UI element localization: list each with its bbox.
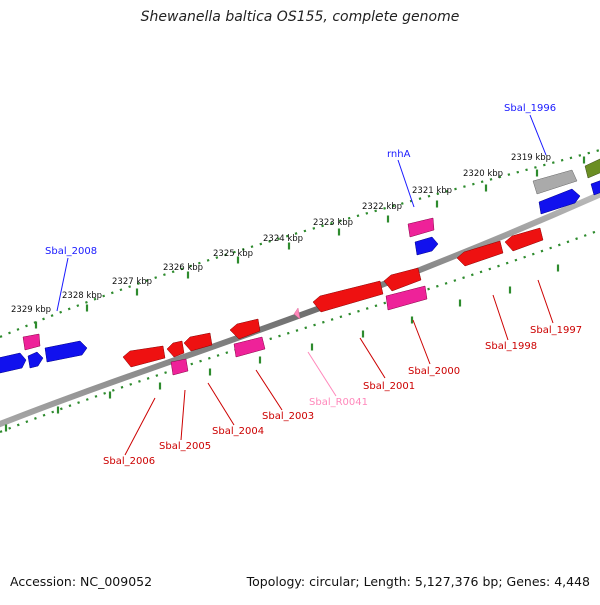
cds-feature[interactable] bbox=[229, 318, 261, 340]
gene-label[interactable]: Sbal_2008 bbox=[45, 246, 97, 257]
cds-feature[interactable] bbox=[166, 340, 185, 358]
accession-label: Accession: NC_009052 bbox=[10, 574, 153, 589]
leader-line bbox=[56, 257, 69, 312]
leader-line bbox=[124, 397, 156, 456]
leader-line bbox=[412, 319, 431, 365]
leader-line bbox=[397, 159, 415, 208]
gene-label[interactable]: Sbal_2000 bbox=[408, 366, 460, 377]
cds-feature[interactable] bbox=[385, 285, 428, 311]
ruler-label: 2323 kbp bbox=[313, 218, 353, 228]
leader-line bbox=[207, 382, 235, 426]
gene-label[interactable]: Sbal_1998 bbox=[485, 341, 537, 352]
features-upper-strand bbox=[0, 158, 600, 374]
gene-label[interactable]: Sbal_2005 bbox=[159, 441, 211, 452]
ruler-major-ticks bbox=[4, 156, 586, 432]
cds-feature[interactable] bbox=[504, 227, 544, 252]
cds-feature[interactable] bbox=[22, 333, 41, 351]
ruler-lower-track bbox=[0, 228, 600, 434]
gene-label[interactable]: Sbal_1996 bbox=[504, 103, 556, 114]
cds-feature[interactable] bbox=[414, 236, 439, 256]
gene-label[interactable]: rnhA bbox=[387, 149, 411, 160]
gene-label[interactable]: Sbal_1997 bbox=[530, 325, 582, 336]
leader-line bbox=[537, 279, 554, 324]
cds-feature[interactable] bbox=[44, 340, 88, 363]
ruler-label: 2319 kbp bbox=[511, 153, 551, 163]
rna-feature[interactable] bbox=[293, 307, 301, 320]
gene-label[interactable]: Sbal_2004 bbox=[212, 426, 264, 437]
gene-label[interactable]: Sbal_R0041 bbox=[309, 397, 368, 408]
cds-feature[interactable] bbox=[407, 217, 435, 238]
cds-feature[interactable] bbox=[538, 188, 581, 215]
ruler-labels: 2319 kbp 2320 kbp 2321 kbp 2322 kbp 2323… bbox=[11, 153, 551, 315]
gene-label[interactable]: Sbal_2001 bbox=[363, 381, 415, 392]
map-title: Shewanella baltica OS155, complete genom… bbox=[140, 9, 460, 25]
genome-summary-label: Topology: circular; Length: 5,127,376 bp… bbox=[246, 574, 590, 589]
cds-feature[interactable] bbox=[532, 169, 578, 195]
cds-feature[interactable] bbox=[170, 358, 189, 376]
leader-line bbox=[492, 294, 509, 341]
ruler-label: 2326 kbp bbox=[163, 263, 203, 273]
gene-label[interactable]: Sbal_2003 bbox=[262, 411, 314, 422]
leader-line bbox=[180, 389, 186, 441]
ruler-label: 2328 kbp bbox=[62, 291, 102, 301]
ruler-label: 2322 kbp bbox=[362, 202, 402, 212]
ruler-label: 2327 kbp bbox=[112, 277, 152, 287]
cds-feature[interactable] bbox=[27, 351, 44, 369]
ruler-label: 2320 kbp bbox=[463, 169, 503, 179]
cds-feature[interactable] bbox=[584, 158, 600, 179]
cds-feature[interactable] bbox=[0, 352, 27, 374]
leader-lines bbox=[56, 114, 554, 456]
leader-line bbox=[307, 351, 337, 397]
ruler-upper-track bbox=[0, 148, 600, 339]
cds-feature[interactable] bbox=[183, 332, 213, 352]
cds-feature[interactable] bbox=[590, 180, 600, 196]
ruler-label: 2321 kbp bbox=[412, 186, 452, 196]
cds-feature[interactable] bbox=[233, 336, 266, 358]
leader-line bbox=[359, 337, 386, 379]
ruler-label: 2329 kbp bbox=[11, 305, 51, 315]
ruler-label: 2324 kbp bbox=[263, 234, 303, 244]
feature-labels: Sbal_2008 rnhA Sbal_1996 Sbal_2006 Sbal_… bbox=[45, 103, 582, 467]
leader-line bbox=[255, 369, 283, 411]
cds-feature[interactable] bbox=[383, 267, 422, 292]
leader-line bbox=[529, 114, 547, 156]
cds-feature[interactable] bbox=[122, 345, 166, 368]
genome-backbone bbox=[0, 191, 600, 428]
features-lower-strand bbox=[122, 227, 544, 376]
cds-feature[interactable] bbox=[312, 280, 384, 313]
ruler-label: 2325 kbp bbox=[213, 249, 253, 259]
gene-label[interactable]: Sbal_2006 bbox=[103, 456, 155, 467]
cds-feature[interactable] bbox=[456, 240, 504, 267]
